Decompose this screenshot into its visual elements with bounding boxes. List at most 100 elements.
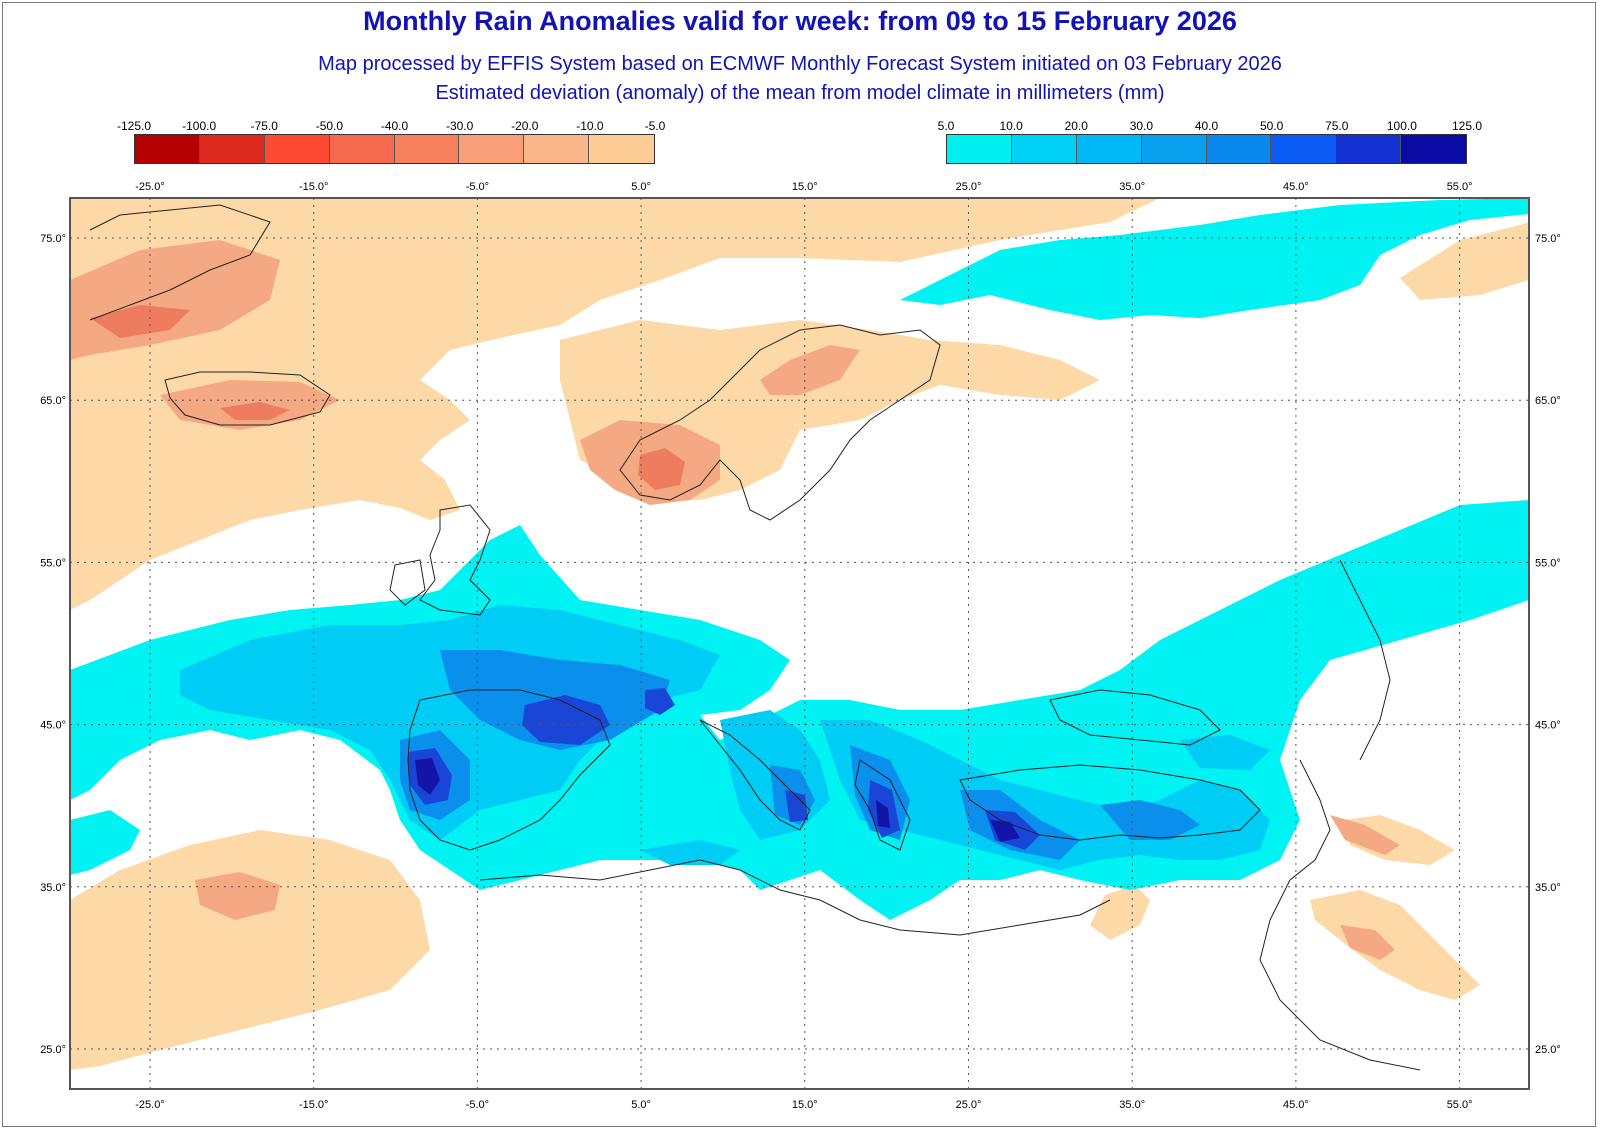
legend-negative — [134, 134, 655, 164]
dry-iceland-core — [220, 402, 290, 420]
dry-arabia — [1310, 890, 1480, 1000]
wet-barents-sea — [900, 198, 1529, 320]
dry-arctic-patch — [520, 198, 560, 215]
caspian-persian-coast — [1259, 759, 1421, 1071]
lon-label-bottom: 5.0° — [631, 1099, 651, 1111]
legend-label: -100.0 — [182, 119, 217, 133]
iceland-coast — [164, 371, 331, 426]
legend-swatch — [1076, 135, 1142, 163]
lon-label-top: 15.0° — [792, 181, 818, 193]
wet-black-sea-east — [1200, 672, 1270, 710]
lon-label-bottom: 55.0° — [1447, 1099, 1473, 1111]
legend-swatch — [459, 135, 525, 163]
legend-swatch — [524, 135, 590, 163]
lon-label-bottom: -5.0° — [466, 1099, 489, 1111]
wet-france-dark — [522, 695, 610, 745]
map-description: Estimated deviation (anomaly) of the mea… — [435, 82, 1165, 104]
latitude-labels-right: 75.0° 65.0° 55.0° 45.0° 35.0° 25.0° — [1535, 233, 1561, 1056]
wet-anomaly-darkest-areas — [415, 758, 1020, 842]
legend-swatch — [264, 135, 330, 163]
legend-label: 5.0 — [937, 119, 955, 133]
lat-label-left: 75.0° — [40, 233, 66, 245]
lat-label-left: 35.0° — [40, 882, 66, 894]
lon-label-bottom: 35.0° — [1119, 1099, 1145, 1111]
legend-swatch — [947, 135, 1012, 163]
legend-label: 50.0 — [1259, 119, 1284, 133]
lon-label-bottom: -25.0° — [135, 1099, 164, 1111]
lat-label-left: 45.0° — [40, 720, 66, 732]
map-subtitle: Map processed by EFFIS System based on E… — [318, 53, 1282, 75]
wet-black-sea-coast — [1180, 735, 1270, 770]
dry-northern-norway — [760, 345, 860, 395]
lat-label-right: 45.0° — [1535, 720, 1561, 732]
dry-novaya-zemlya — [1400, 222, 1529, 300]
legend-swatch — [394, 135, 460, 163]
legend-label: -30.0 — [445, 119, 474, 133]
turkey-coast — [959, 764, 1261, 841]
lat-label-right: 25.0° — [1535, 1044, 1561, 1056]
italy-coast — [699, 719, 811, 831]
lat-label-left: 65.0° — [40, 395, 66, 407]
dry-anomaly-strong-areas — [90, 305, 685, 490]
wet-atlantic-west — [70, 810, 140, 875]
wet-alps-dark — [645, 688, 675, 715]
wet-epirus-peak — [876, 800, 890, 828]
lat-label-right: 75.0° — [1535, 233, 1561, 245]
legend-positive — [946, 134, 1467, 164]
legend-label: -20.0 — [511, 119, 539, 133]
longitude-labels-bottom: -25.0° -15.0° -5.0° 5.0° 15.0° 25.0° 35.0° 45.0… — [135, 1099, 1472, 1111]
coastlines — [89, 204, 1421, 1071]
legend-label: 10.0 — [999, 119, 1023, 133]
legend-swatch — [1271, 135, 1337, 163]
dry-greenland-core — [90, 305, 190, 338]
legend-swatch — [1141, 135, 1207, 163]
legend-swatch — [329, 135, 395, 163]
ireland-coast — [389, 559, 426, 606]
lon-label-top: -5.0° — [466, 181, 489, 193]
dry-north-atlantic — [70, 198, 1160, 610]
great-britain-coast — [419, 504, 491, 616]
lon-label-bottom: 25.0° — [956, 1099, 982, 1111]
dry-norway-core — [638, 448, 685, 490]
lon-label-top: 35.0° — [1119, 181, 1145, 193]
map-title: Monthly Rain Anomalies valid for week: f… — [363, 6, 1237, 36]
lon-label-top: 25.0° — [956, 181, 982, 193]
lon-label-bottom: 45.0° — [1283, 1099, 1309, 1111]
legend-label: 40.0 — [1194, 119, 1219, 133]
longitude-labels-top: -25.0° -15.0° -5.0° 5.0° 15.0° 25.0° 35.0° 45.0… — [135, 181, 1472, 193]
lon-label-bottom: -15.0° — [299, 1099, 328, 1111]
dry-zagros-core — [1330, 815, 1400, 855]
lat-label-right: 55.0° — [1535, 557, 1561, 569]
lon-label-top: -25.0° — [135, 181, 164, 193]
lat-label-left: 55.0° — [40, 557, 66, 569]
dry-atlantic-spot — [195, 872, 280, 920]
legend-label: 30.0 — [1129, 119, 1154, 133]
iberia-coast — [407, 689, 611, 851]
lon-label-top: 5.0° — [631, 181, 651, 193]
lat-label-right: 65.0° — [1535, 395, 1561, 407]
caspian-coast — [1339, 559, 1391, 761]
graticule — [70, 198, 1529, 1089]
legend-label: 125.0 — [1451, 119, 1483, 133]
legend-swatch — [1011, 135, 1077, 163]
legend-label: -40.0 — [380, 119, 409, 133]
legend-label: -125.0 — [116, 119, 152, 133]
legend-label: 75.0 — [1325, 119, 1349, 133]
lon-label-top: 55.0° — [1447, 181, 1473, 193]
map-border — [69, 197, 1530, 1090]
lon-label-top: 45.0° — [1283, 181, 1309, 193]
wet-turkey-south — [1100, 800, 1200, 840]
legend-label: -75.0 — [250, 119, 278, 133]
lon-label-top: -15.0° — [299, 181, 328, 193]
wet-calabria-dark — [785, 790, 808, 822]
dry-zagros — [1345, 815, 1455, 865]
north-africa-coast — [479, 859, 1111, 936]
dry-atlantic-south — [70, 830, 430, 1070]
legend-swatch — [1401, 135, 1466, 163]
lon-label-bottom: 15.0° — [792, 1099, 818, 1111]
wet-portugal-peak — [415, 758, 440, 795]
greece-coast — [854, 759, 911, 851]
dry-arabia-core — [1340, 925, 1395, 960]
legend-label: -10.0 — [576, 119, 604, 133]
